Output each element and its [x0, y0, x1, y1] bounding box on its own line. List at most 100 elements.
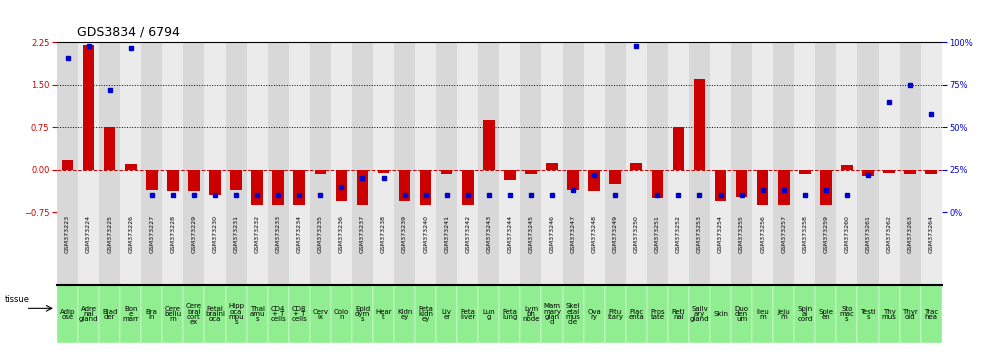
Text: Trac
hea: Trac hea	[924, 309, 939, 320]
Bar	[667, 212, 689, 287]
Bar	[862, 170, 874, 176]
Bar	[457, 42, 479, 212]
Text: Ova
ry: Ova ry	[587, 309, 601, 320]
Bar	[504, 170, 516, 180]
Text: GSM373232: GSM373232	[255, 215, 260, 253]
Bar	[562, 212, 584, 287]
Bar	[479, 285, 499, 343]
Bar	[331, 212, 352, 287]
Text: GSM373254: GSM373254	[718, 215, 723, 253]
Bar	[899, 212, 921, 287]
Text: GSM373238: GSM373238	[381, 215, 386, 253]
Bar	[225, 285, 247, 343]
Text: Feta
liver: Feta liver	[460, 309, 476, 320]
Text: GSM373249: GSM373249	[612, 215, 617, 253]
Text: GSM373229: GSM373229	[192, 215, 197, 253]
Bar	[584, 212, 605, 287]
Text: Testi
s: Testi s	[860, 309, 876, 320]
Text: GSM373224: GSM373224	[87, 215, 91, 253]
Bar	[78, 285, 99, 343]
Bar	[252, 170, 262, 205]
Bar	[499, 212, 520, 287]
Bar	[879, 285, 899, 343]
Bar	[436, 212, 457, 287]
Bar	[689, 285, 710, 343]
Bar	[837, 42, 857, 212]
Text: GSM373223: GSM373223	[65, 215, 70, 253]
Bar	[562, 285, 584, 343]
Bar	[667, 42, 689, 212]
Text: Fetal
brainl
oca: Fetal brainl oca	[205, 306, 225, 322]
Bar	[647, 42, 667, 212]
Text: Hipp
oca
mpu
s: Hipp oca mpu s	[228, 303, 244, 325]
Text: Cerv
ix: Cerv ix	[313, 309, 328, 320]
Text: GSM373260: GSM373260	[844, 215, 849, 252]
Text: GSM373228: GSM373228	[170, 215, 175, 253]
Bar	[520, 285, 542, 343]
Bar	[335, 170, 347, 201]
Bar	[857, 212, 879, 287]
Text: GSM373233: GSM373233	[275, 215, 281, 253]
Bar	[857, 285, 879, 343]
Text: Mam
mary
glan
d: Mam mary glan d	[543, 303, 561, 325]
Text: Lym
ph
node: Lym ph node	[522, 306, 540, 322]
Bar	[289, 212, 310, 287]
Text: GSM373261: GSM373261	[865, 215, 871, 252]
Bar	[289, 285, 310, 343]
Bar	[142, 285, 162, 343]
Text: GSM373236: GSM373236	[339, 215, 344, 253]
Bar	[879, 42, 899, 212]
Text: Sto
mac
s: Sto mac s	[839, 306, 854, 322]
Bar	[120, 285, 142, 343]
Text: Duo
den
um: Duo den um	[734, 306, 749, 322]
Bar	[837, 212, 857, 287]
Bar	[162, 285, 184, 343]
Text: GSM373259: GSM373259	[824, 215, 829, 253]
Bar	[377, 170, 389, 173]
Bar	[483, 120, 494, 170]
Bar	[689, 42, 710, 212]
Bar	[57, 212, 78, 287]
Bar	[921, 42, 942, 212]
Bar	[57, 285, 78, 343]
Bar	[415, 42, 436, 212]
Text: GSM373250: GSM373250	[634, 215, 639, 252]
Bar	[142, 212, 162, 287]
Bar	[630, 163, 642, 170]
Bar	[294, 170, 305, 205]
Text: GSM373263: GSM373263	[907, 215, 912, 253]
Text: Skin: Skin	[713, 311, 728, 317]
Bar	[626, 212, 647, 287]
Bar	[605, 42, 626, 212]
Text: Blad
der: Blad der	[102, 309, 117, 320]
Text: Epid
dym
s: Epid dym s	[355, 306, 370, 322]
Bar	[694, 79, 705, 170]
Bar	[841, 165, 852, 170]
Bar	[884, 170, 895, 173]
Text: GSM373237: GSM373237	[360, 215, 365, 253]
Bar	[647, 212, 667, 287]
Text: GSM373239: GSM373239	[402, 215, 407, 253]
Text: GSM373242: GSM373242	[465, 215, 470, 253]
Bar	[394, 212, 415, 287]
Text: Adre
nal
gland: Adre nal gland	[79, 306, 98, 322]
Text: GSM373245: GSM373245	[529, 215, 534, 253]
Bar	[794, 212, 815, 287]
Bar	[373, 212, 394, 287]
Text: Thy
mus: Thy mus	[882, 309, 896, 320]
Text: GSM373231: GSM373231	[234, 215, 239, 253]
Bar	[626, 42, 647, 212]
Text: Skel
etal
mus
cle: Skel etal mus cle	[565, 303, 581, 325]
Bar	[352, 285, 373, 343]
Bar	[820, 170, 832, 205]
Bar	[925, 170, 937, 175]
Text: GSM373226: GSM373226	[128, 215, 134, 253]
Text: Feta
kidn
ey: Feta kidn ey	[418, 306, 434, 322]
Text: Feta
lung: Feta lung	[502, 309, 518, 320]
Bar	[542, 285, 562, 343]
Bar	[710, 42, 731, 212]
Bar	[310, 42, 331, 212]
Bar	[752, 42, 774, 212]
Bar	[815, 285, 837, 343]
Text: Colo
n: Colo n	[334, 309, 349, 320]
